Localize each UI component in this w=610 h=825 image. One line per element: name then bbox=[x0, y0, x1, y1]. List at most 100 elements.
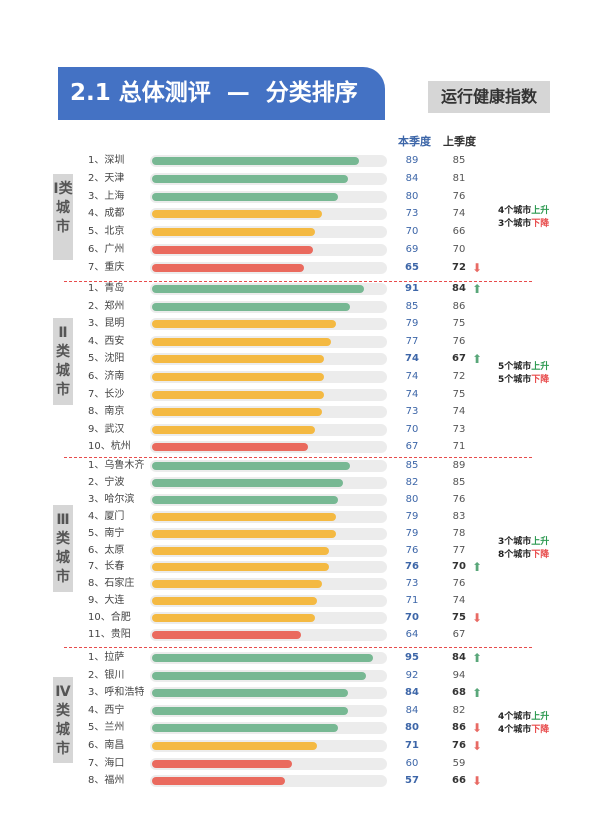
current-score: 84 bbox=[405, 704, 419, 716]
arrow-up-icon: ⬆ bbox=[472, 686, 483, 701]
arrow-down-icon: ⬇ bbox=[472, 739, 483, 753]
previous-score: 68 bbox=[452, 687, 466, 699]
city-name: 2、天津 bbox=[88, 171, 124, 187]
score-bar-fill bbox=[152, 174, 348, 183]
city-name: 4、厦门 bbox=[88, 509, 124, 525]
up-label: 上升 bbox=[531, 712, 550, 722]
score-bar-track bbox=[150, 757, 387, 770]
city: 西宁 bbox=[104, 704, 125, 716]
arrow-down-icon: ⬇ bbox=[472, 611, 483, 626]
current-score: 70 bbox=[405, 612, 419, 624]
score-bar-track bbox=[150, 493, 387, 506]
city-row: 10、合肥 70 75 ⬇ bbox=[0, 610, 610, 626]
city-name: 3、哈尔滨 bbox=[88, 492, 134, 508]
city-name: 7、长沙 bbox=[88, 387, 124, 403]
rank: 7、 bbox=[88, 561, 105, 573]
city-row: 7、长沙 74 75 bbox=[0, 387, 610, 403]
rank: 8、 bbox=[88, 775, 105, 787]
city-name: 10、杭州 bbox=[88, 439, 131, 455]
city-row: 1、乌鲁木齐 85 89 bbox=[0, 458, 610, 474]
rank: 1、 bbox=[88, 460, 105, 471]
city: 宁波 bbox=[104, 476, 125, 488]
current-score: 71 bbox=[405, 595, 419, 607]
city-name: 1、拉萨 bbox=[88, 650, 124, 666]
current-score: 74 bbox=[405, 388, 419, 400]
score-bar-fill bbox=[152, 285, 364, 293]
current-score: 84 bbox=[405, 172, 419, 184]
current-score: 70 bbox=[405, 226, 419, 238]
previous-score: 86 bbox=[452, 300, 466, 312]
score-bar-track bbox=[150, 460, 387, 472]
change-summary: 4个城市上升 3个城市下降 bbox=[498, 205, 549, 231]
city: 沈阳 bbox=[104, 353, 125, 365]
score-bar-track bbox=[150, 208, 387, 221]
city-row: 2、天津 84 81 bbox=[0, 171, 610, 187]
previous-score: 81 bbox=[452, 172, 466, 184]
change-summary: 3个城市上升 8个城市下降 bbox=[498, 536, 549, 562]
group-divider bbox=[64, 281, 532, 282]
score-bar-fill bbox=[152, 495, 339, 504]
score-bar-fill bbox=[152, 302, 350, 311]
city-name: 6、太原 bbox=[88, 543, 124, 559]
city-name: 6、广州 bbox=[88, 242, 124, 258]
score-bar-fill bbox=[152, 614, 316, 623]
section-title: 2.1 总体测评 — 分类排序 bbox=[58, 67, 385, 120]
city: 福州 bbox=[104, 775, 125, 787]
current-score: 85 bbox=[405, 460, 419, 471]
city-row: 5、南宁 79 78 bbox=[0, 526, 610, 542]
score-bar-fill bbox=[152, 597, 318, 606]
index-badge: 运行健康指数 bbox=[428, 81, 550, 113]
score-bar-fill bbox=[152, 373, 325, 381]
score-bar-fill bbox=[152, 390, 325, 399]
current-score: 80 bbox=[405, 493, 419, 505]
city: 北京 bbox=[104, 226, 125, 238]
score-bar-fill bbox=[152, 210, 323, 219]
previous-score: 76 bbox=[452, 190, 466, 202]
category-label: Ⅲ类城市 bbox=[53, 505, 73, 592]
score-bar-track bbox=[150, 775, 387, 788]
score-bar-fill bbox=[152, 192, 339, 201]
previous-score: 71 bbox=[452, 441, 466, 453]
city: 乌鲁木齐 bbox=[104, 460, 145, 471]
city: 海口 bbox=[104, 757, 125, 769]
city-row: 4、厦门 79 83 bbox=[0, 509, 610, 525]
city-row: 6、广州 69 70 bbox=[0, 242, 610, 258]
score-bar-fill bbox=[152, 654, 374, 662]
city-name: 8、南京 bbox=[88, 404, 124, 420]
down-label: 下降 bbox=[531, 725, 550, 735]
rank: 10、 bbox=[88, 612, 111, 624]
city-name: 2、银川 bbox=[88, 668, 124, 684]
previous-score: 59 bbox=[452, 757, 466, 769]
city: 青岛 bbox=[104, 283, 125, 294]
previous-score: 76 bbox=[452, 335, 466, 347]
score-bar-fill bbox=[152, 157, 360, 165]
city-name: 8、福州 bbox=[88, 773, 124, 789]
up-label: 上升 bbox=[531, 206, 550, 216]
city-row: 9、大连 71 74 bbox=[0, 593, 610, 609]
previous-score: 70 bbox=[452, 244, 466, 255]
current-score: 95 bbox=[405, 652, 419, 663]
city: 济南 bbox=[104, 371, 125, 382]
current-score: 79 bbox=[405, 318, 419, 330]
current-score: 73 bbox=[405, 578, 419, 590]
city-name: 1、深圳 bbox=[88, 153, 124, 169]
rank: 6、 bbox=[88, 740, 105, 751]
previous-score: 84 bbox=[452, 652, 466, 663]
rank: 8、 bbox=[88, 406, 105, 418]
score-bar-track bbox=[150, 687, 387, 700]
city: 合肥 bbox=[110, 612, 131, 624]
city-name: 3、呼和浩特 bbox=[88, 685, 144, 701]
score-bar-track bbox=[150, 283, 387, 295]
arrow-down-icon: ⬇ bbox=[472, 260, 483, 275]
current-score: 82 bbox=[405, 476, 419, 488]
city: 太原 bbox=[104, 544, 125, 556]
rank: 2、 bbox=[88, 172, 105, 184]
score-bar-track bbox=[150, 704, 387, 717]
city-row: 5、兰州 80 86 ⬇ bbox=[0, 720, 610, 736]
city-row: 7、重庆 65 72 ⬇ bbox=[0, 260, 610, 276]
previous-score: 82 bbox=[452, 704, 466, 716]
score-bar-fill bbox=[152, 337, 332, 346]
previous-score: 70 bbox=[452, 561, 466, 573]
score-bar-fill bbox=[152, 580, 323, 589]
previous-score: 66 bbox=[452, 226, 466, 238]
